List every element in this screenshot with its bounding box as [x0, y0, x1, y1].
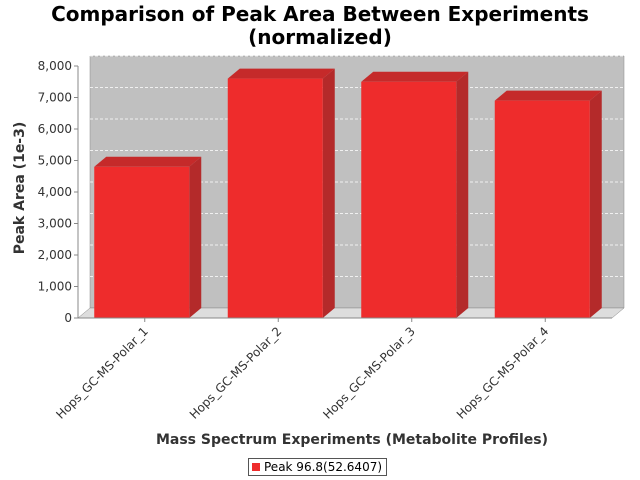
bar-top	[494, 90, 602, 101]
bar-side	[322, 68, 335, 318]
legend: Peak 96.8(52.6407)	[248, 458, 388, 476]
y-tick-label: 2,000	[38, 248, 72, 262]
bar-front	[227, 78, 323, 318]
bar-side	[189, 156, 202, 318]
bar-top	[94, 156, 202, 167]
y-tick-label: 3,000	[38, 217, 72, 231]
x-axis-title: Mass Spectrum Experiments (Metabolite Pr…	[156, 432, 548, 448]
bar	[494, 90, 602, 319]
y-axis-title: Peak Area (1e-3)	[12, 122, 28, 255]
bar-top	[361, 71, 469, 82]
bar-side	[589, 90, 602, 319]
bar	[227, 68, 335, 318]
legend-label: Peak 96.8(52.6407)	[264, 460, 383, 474]
bar	[361, 71, 469, 318]
bar-side	[456, 71, 469, 318]
bar-top	[227, 68, 335, 79]
bar-front	[361, 81, 457, 318]
bar-front	[494, 100, 590, 319]
y-tick-label: 5,000	[38, 154, 72, 168]
x-tick-label: Hops_GC-MS-Polar_4	[454, 324, 552, 422]
y-tick-label: 6,000	[38, 122, 72, 136]
y-tick-label: 0	[64, 311, 72, 325]
y-tick-label: 8,000	[38, 59, 72, 73]
y-tick-label: 7,000	[38, 91, 72, 105]
y-tick-label: 4,000	[38, 185, 72, 199]
bar-front	[94, 166, 190, 318]
legend-swatch	[252, 462, 260, 471]
x-tick-label: Hops_GC-MS-Polar_1	[53, 324, 151, 422]
chart-subtitle: (normalized)	[248, 25, 392, 49]
x-tick-label: Hops_GC-MS-Polar_3	[320, 324, 418, 422]
y-tick-label: 1,000	[38, 280, 72, 294]
x-tick-label: Hops_GC-MS-Polar_2	[187, 324, 285, 422]
chart-title: Comparison of Peak Area Between Experime…	[51, 2, 589, 26]
bar	[94, 156, 202, 318]
